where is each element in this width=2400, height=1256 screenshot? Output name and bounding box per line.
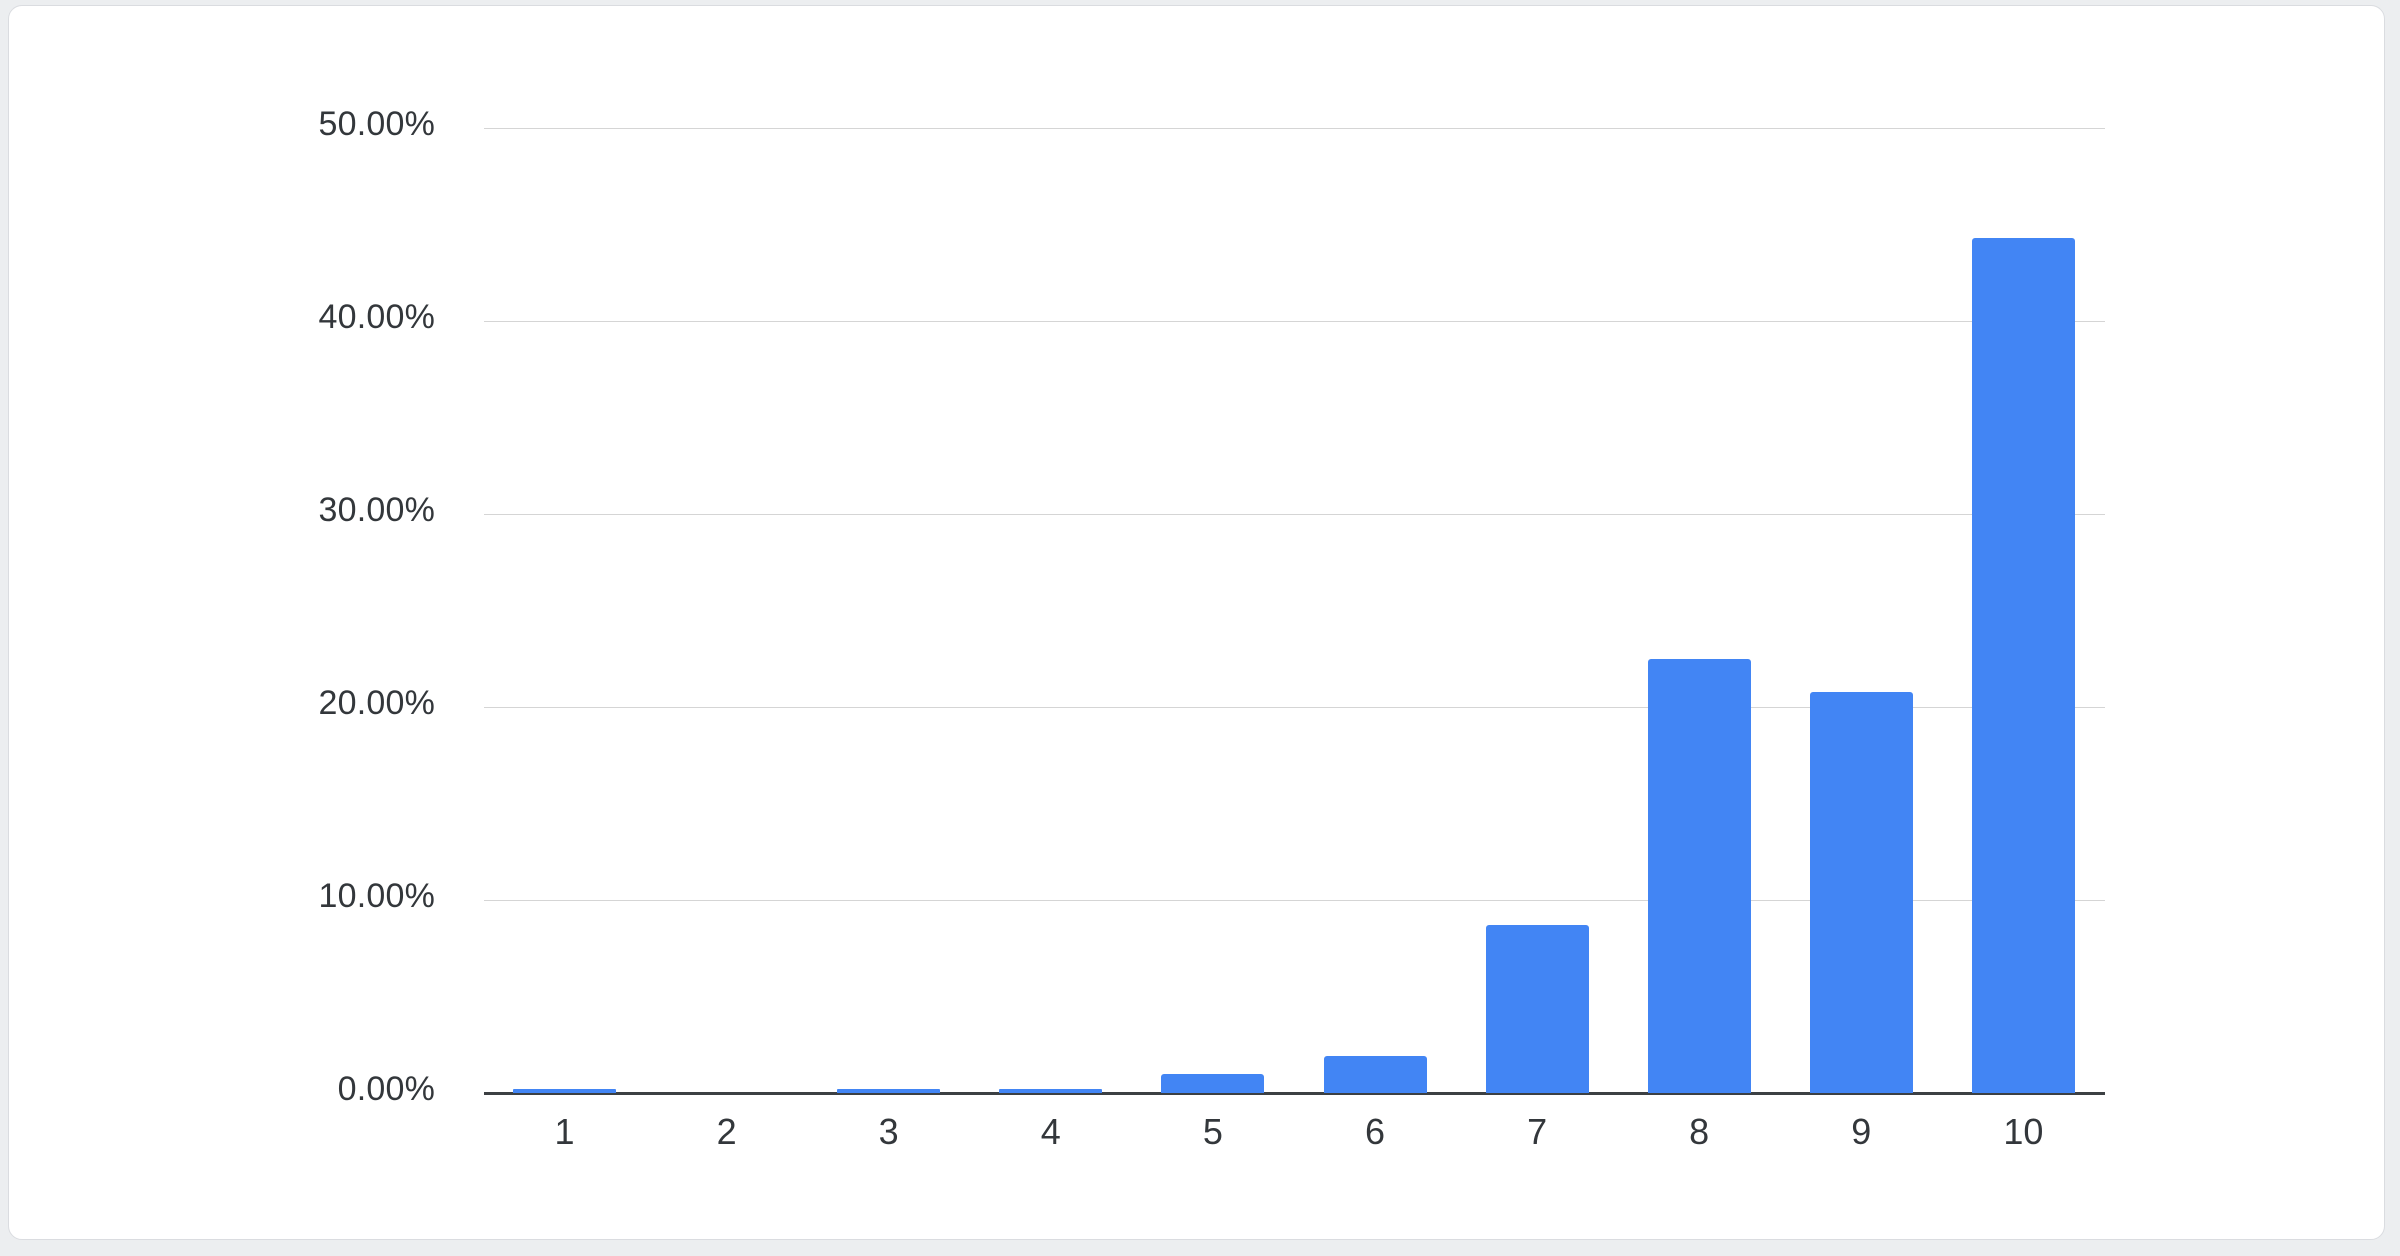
x-axis-tick-label: 4 xyxy=(1040,1111,1061,1152)
gridline xyxy=(484,514,2105,515)
x-axis-tick-label: 5 xyxy=(1202,1111,1223,1152)
bar-chart-plot-area[interactable]: 0.00% 10.00% 20.00% 30.00% 40.00% 50.00% 1 2 3 4… xyxy=(9,6,2384,1239)
x-axis-tick-label: 9 xyxy=(1851,1111,1872,1152)
gridline xyxy=(484,128,2105,129)
y-axis-tick-label: 50.00% xyxy=(318,105,435,143)
bar[interactable] xyxy=(1485,925,1589,1093)
x-axis-tick-label: 1 xyxy=(554,1111,575,1152)
y-axis-tick-label: 30.00% xyxy=(318,491,435,529)
x-axis-tick-label: 2 xyxy=(716,1111,737,1152)
gridline xyxy=(484,707,2105,708)
x-axis-tick-label: 7 xyxy=(1527,1111,1548,1152)
bar[interactable] xyxy=(1647,658,1751,1093)
y-axis-tick-label: 20.00% xyxy=(318,684,435,722)
bar[interactable] xyxy=(1971,238,2075,1093)
x-axis-tick-label: 6 xyxy=(1364,1111,1386,1152)
y-axis-tick-label: 10.00% xyxy=(318,877,435,915)
x-axis-tick-label: 3 xyxy=(878,1111,899,1152)
bar[interactable] xyxy=(837,1089,941,1093)
y-axis-tick-label: 0.00% xyxy=(337,1070,435,1108)
x-axis-tick-label: 10 xyxy=(2003,1111,2044,1152)
y-axis-tick-label: 40.00% xyxy=(318,298,435,336)
bar[interactable] xyxy=(1809,691,1913,1093)
chart-card: 0.00% 10.00% 20.00% 30.00% 40.00% 50.00% 1 2 3 4… xyxy=(8,5,2385,1240)
bar[interactable] xyxy=(1323,1056,1427,1093)
gridline xyxy=(484,900,2105,901)
bar[interactable] xyxy=(513,1089,616,1093)
bar[interactable] xyxy=(1161,1073,1265,1093)
gridline xyxy=(484,321,2105,322)
axis-baseline xyxy=(484,1092,2105,1095)
bar[interactable] xyxy=(999,1089,1103,1093)
x-axis-tick-label: 8 xyxy=(1689,1111,1710,1152)
